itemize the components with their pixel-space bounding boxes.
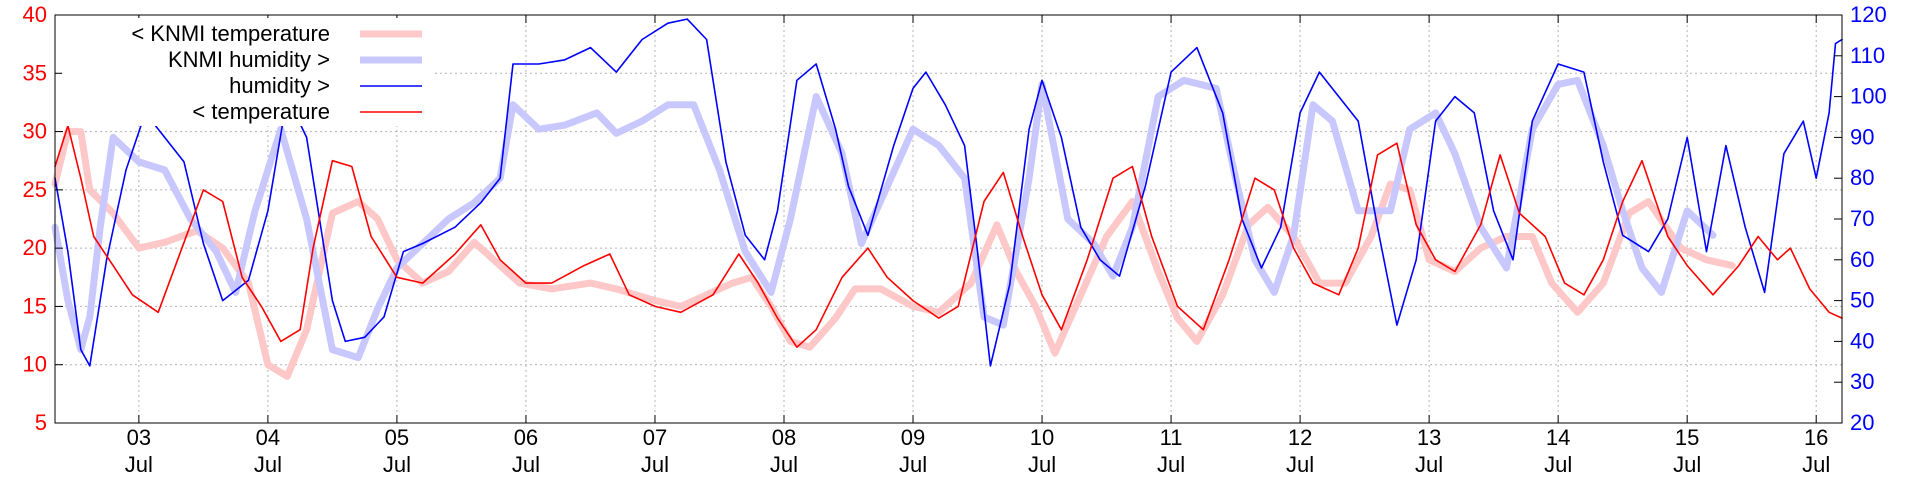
x-tick-day-label: 09 — [901, 425, 925, 450]
left-tick-label: 5 — [35, 410, 47, 435]
x-tick-day-label: 03 — [127, 425, 151, 450]
left-tick-label: 15 — [23, 293, 47, 318]
x-tick-month-label: Jul — [1544, 452, 1572, 477]
right-tick-label: 110 — [1850, 43, 1885, 68]
x-tick-month-label: Jul — [1286, 452, 1314, 477]
series-line-temperature — [54, 124, 1843, 349]
grid-lines — [55, 14, 1842, 424]
x-axis-ticks: 03Jul04Jul05Jul06Jul07Jul08Jul09Jul10Jul… — [125, 15, 1830, 477]
right-tick-label: 90 — [1850, 124, 1874, 149]
x-tick-day-label: 06 — [514, 425, 538, 450]
x-tick-month-label: Jul — [1157, 452, 1185, 477]
left-tick-label: 35 — [23, 60, 47, 85]
x-tick-month-label: Jul — [641, 452, 669, 477]
series-line-knmi-temperature — [51, 128, 1736, 380]
data-series — [51, 18, 1843, 380]
x-tick-day-label: 07 — [643, 425, 667, 450]
legend-label: < temperature — [192, 99, 330, 124]
x-tick-month-label: Jul — [125, 452, 153, 477]
x-tick-month-label: Jul — [1802, 452, 1830, 477]
x-tick-month-label: Jul — [254, 452, 282, 477]
right-tick-label: 40 — [1850, 328, 1874, 353]
x-tick-day-label: 04 — [256, 425, 280, 450]
right-tick-label: 120 — [1850, 2, 1887, 27]
x-tick-month-label: Jul — [383, 452, 411, 477]
right-tick-label: 50 — [1850, 288, 1874, 313]
x-tick-day-label: 05 — [385, 425, 409, 450]
right-tick-label: 60 — [1850, 247, 1874, 272]
legend-label: KNMI humidity > — [168, 47, 330, 72]
right-tick-label: 70 — [1850, 206, 1874, 231]
x-tick-day-label: 15 — [1675, 425, 1699, 450]
legend-label: < KNMI temperature — [131, 21, 330, 46]
x-tick-day-label: 11 — [1160, 425, 1183, 450]
right-tick-label: 80 — [1850, 165, 1874, 190]
left-tick-label: 10 — [23, 352, 47, 377]
x-tick-day-label: 14 — [1546, 425, 1570, 450]
x-tick-day-label: 13 — [1417, 425, 1441, 450]
x-tick-month-label: Jul — [899, 452, 927, 477]
left-tick-label: 40 — [23, 2, 47, 27]
x-tick-month-label: Jul — [1415, 452, 1443, 477]
left-tick-label: 30 — [23, 119, 47, 144]
x-tick-month-label: Jul — [1028, 452, 1056, 477]
x-tick-day-label: 12 — [1288, 425, 1312, 450]
x-tick-day-label: 16 — [1804, 425, 1828, 450]
left-tick-label: 25 — [23, 177, 47, 202]
right-tick-label: 100 — [1850, 84, 1887, 109]
x-tick-month-label: Jul — [770, 452, 798, 477]
right-tick-label: 20 — [1850, 410, 1874, 435]
right-tick-label: 30 — [1850, 369, 1874, 394]
right-axis-ticks: 20 30 40 50 60 70 80 90 100 110 120 — [1834, 2, 1887, 435]
x-tick-month-label: Jul — [512, 452, 540, 477]
x-tick-day-label: 10 — [1030, 425, 1054, 450]
legend-label: humidity > — [229, 73, 330, 98]
left-tick-label: 20 — [23, 235, 47, 260]
left-axis-ticks: 5 10 15 20 25 30 35 40 — [23, 2, 63, 435]
x-tick-day-label: 08 — [772, 425, 796, 450]
x-tick-month-label: Jul — [1673, 452, 1701, 477]
series-line-humidity — [54, 18, 1843, 367]
